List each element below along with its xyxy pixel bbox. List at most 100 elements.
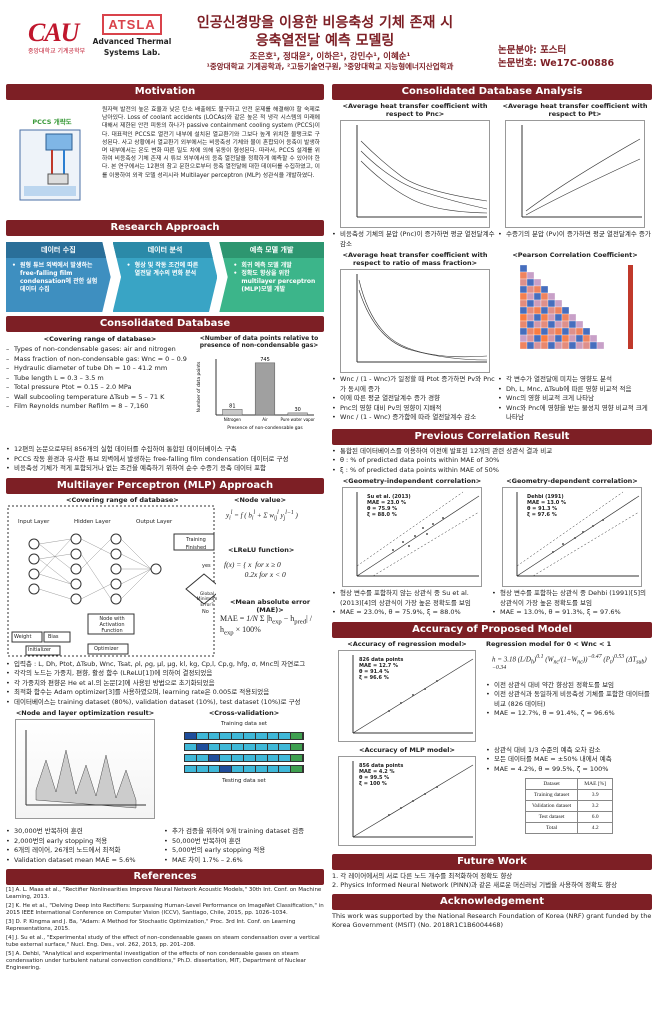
heatmap-cell <box>575 327 584 336</box>
heatmap-cell <box>519 264 528 273</box>
affiliations: ¹중앙대학교 기계공학과, ²고등기술연구원, ³중앙대학교 지능형에너지산업학… <box>206 62 454 71</box>
node-layer-plot <box>15 719 155 819</box>
db-body: <Covering range of database> Types of no… <box>6 335 324 443</box>
ratio-title: <Average heat transfer coefficient with … <box>342 251 488 267</box>
step-head: 데이터 분석 <box>112 242 218 258</box>
step-head: 데이터 수집 <box>6 242 111 258</box>
heatmap-cell <box>540 327 549 336</box>
cau-logo-text: CAU <box>28 18 79 47</box>
pt-plot <box>505 120 645 228</box>
heatmap-cell <box>547 320 556 329</box>
heatmap-cell <box>519 285 528 294</box>
heatmap-cell <box>582 327 591 336</box>
cv-cell <box>279 744 292 750</box>
mae-title: <Mean absolute error (MAE)> <box>229 597 311 614</box>
table-cell: Training dataset <box>524 789 579 801</box>
g1-title: <Geometry-independent correlation> <box>342 477 482 485</box>
g2-stat: MAE = 13.0 % <box>527 500 567 506</box>
research-approach-header: Research Approach <box>6 220 324 236</box>
table-cell: 6.0 <box>577 811 614 823</box>
reg-stat: MAE = 12.7 % <box>359 662 399 669</box>
mlp-stat: θ = 99.5 % <box>359 774 390 781</box>
cross-validation-title: <Cross-validation> <box>208 709 280 717</box>
analysis-b4-item: Wnc의 영향 비교적 크게 나타남 <box>498 394 652 404</box>
previous-header: Previous Correlation Result <box>332 428 652 445</box>
bar-chart: 81 Nitrogen 745 Air 30 Pure water vapor Presen… <box>196 357 315 431</box>
analysis-header: Consolidated Database Analysis <box>332 84 652 100</box>
bar-label-2: 30 <box>294 407 300 413</box>
g2-bullet: 형상 변수를 포함하는 상관식 중 Dehbi (1991)[5]의 상관식이 … <box>492 589 652 608</box>
cv-cell <box>220 755 233 761</box>
heatmap-cell <box>533 327 542 336</box>
range-item: Mass fraction of non-condensable gas: Wn… <box>6 355 194 365</box>
accuracy-row1: <Accuracy of regression model> 826 data … <box>332 640 652 744</box>
g2-stat: ξ = 97.6 % <box>527 512 557 518</box>
heatmap-cell <box>554 341 563 350</box>
table-cell: Test dataset <box>524 811 579 823</box>
surface-plot <box>25 730 146 809</box>
cv-cell <box>255 755 268 761</box>
cv-cell <box>208 744 221 750</box>
cv-cell <box>279 766 292 772</box>
pccs-diagram: PCCS 개략도 <box>6 104 98 214</box>
table-row: Training dataset 3.9 <box>524 789 614 801</box>
weight-label: Weight <box>14 633 32 640</box>
range-item: Tube length L = 0.3 – 3.5 m <box>6 374 194 384</box>
pearson-title: <Pearson Correlation Coefficient> <box>512 251 638 259</box>
cv-cell <box>196 744 209 750</box>
cv-cell <box>220 744 233 750</box>
heatmap-cell <box>547 299 556 308</box>
heatmap-cell <box>554 327 563 336</box>
geometry-dependent-panel: <Geometry-dependent correlation> Dehbi (… <box>492 477 652 589</box>
range-title: <Covering range of database> <box>43 335 157 343</box>
cv-cell <box>185 755 197 761</box>
mlp-left-item: 2,000번의 early stopping 적용 <box>6 837 164 847</box>
ack-header: Acknowledgement <box>332 893 652 910</box>
previous-item: ξ : % of predicted data points within MA… <box>332 466 652 476</box>
pnc-panel: <Average heat transfer coefficient with … <box>332 102 498 230</box>
mlp-right-item: 추가 검증을 위하여 9개 training dataset 검증 <box>164 827 324 837</box>
cv-cell <box>255 733 268 739</box>
heatmap-cell <box>547 306 556 315</box>
range-item: Hydraulic diameter of tube Dh = 10 – 41.… <box>6 364 194 374</box>
reference-item: [4] J. Su et al., "Experimental study of… <box>6 935 320 948</box>
output-layer-label: Output Layer <box>136 518 173 525</box>
heatmap-cell <box>568 341 577 350</box>
cv-cell <box>291 744 303 750</box>
pt-scatter <box>521 125 642 218</box>
heatmap-cell <box>540 306 549 315</box>
heatmap-cell <box>533 341 542 350</box>
heatmap-cell <box>533 299 542 308</box>
mlp-acc-bullet: 모든 데이터를 MAE = ±50% 내에서 예측 <box>486 755 652 765</box>
step-item: 정확도 향상을 위한 multilayer perceptron (MLP)모델… <box>233 270 320 294</box>
table-header-cell: Dataset <box>524 778 579 790</box>
heatmap-cell <box>526 313 535 322</box>
mlp-left-item: 6개의 레이어, 26개의 노드에서 최적화 <box>6 846 164 856</box>
cv-cell <box>243 733 256 739</box>
heatmap-cell <box>533 313 542 322</box>
pccs-label: PCCS 개략도 <box>32 118 72 126</box>
mae-formula: MAE = 1/N Σ |hexp − hpred| / hexp × 100% <box>220 613 312 637</box>
mlp-acc-title: <Accuracy of MLP model> <box>359 745 455 754</box>
heatmap-cell <box>526 278 535 287</box>
g2-bullet: MAE = 13.0%, θ = 91.3%, ξ = 97.6% <box>492 608 652 618</box>
cv-cell <box>291 733 303 739</box>
reference-item: [2] K. He et al., "Delving Deep into Rec… <box>6 903 324 916</box>
mlp-stat: MAE = 4.2 % <box>359 768 395 775</box>
heatmap-cell <box>547 292 556 301</box>
heatmap-cell <box>575 334 584 343</box>
ratio-plot <box>340 269 490 373</box>
heatmap-cell <box>582 341 591 350</box>
analysis-row1-bullets: 비응축성 기체의 분압 (Pnc)이 증가하면 평균 열전달계수 감소 수증기의… <box>332 230 652 249</box>
analysis-b3-item: 이에 따른 평균 열전달계수 증가 경향 <box>332 394 498 404</box>
step-model-dev: 예측 모델 개발 회귀 예측 모델 개발 정확도 향상을 위한 multilay… <box>219 242 325 312</box>
mlp-acc-stats: 856 data points MAE = 4.2 % θ = 99.5 % ξ = … <box>359 763 403 787</box>
range-list: Types of non-condensable gases: air and … <box>6 345 194 412</box>
db-note: PCCS 작동 환경과 유사한 튜브 외벽에서 발생하는 free-fallin… <box>6 455 324 465</box>
authors: 조은호¹, 정대윤², 이하은¹, 강민수¹, 이혜순¹ <box>249 52 411 62</box>
heatmap-cell <box>554 334 563 343</box>
cv-cell <box>196 733 209 739</box>
reference-item: [5] A. Dehbi, "Analytical and experiment… <box>6 951 307 971</box>
node-value-title: <Node value> <box>234 495 287 504</box>
right-column: Consolidated Database Analysis <Average … <box>332 84 652 930</box>
